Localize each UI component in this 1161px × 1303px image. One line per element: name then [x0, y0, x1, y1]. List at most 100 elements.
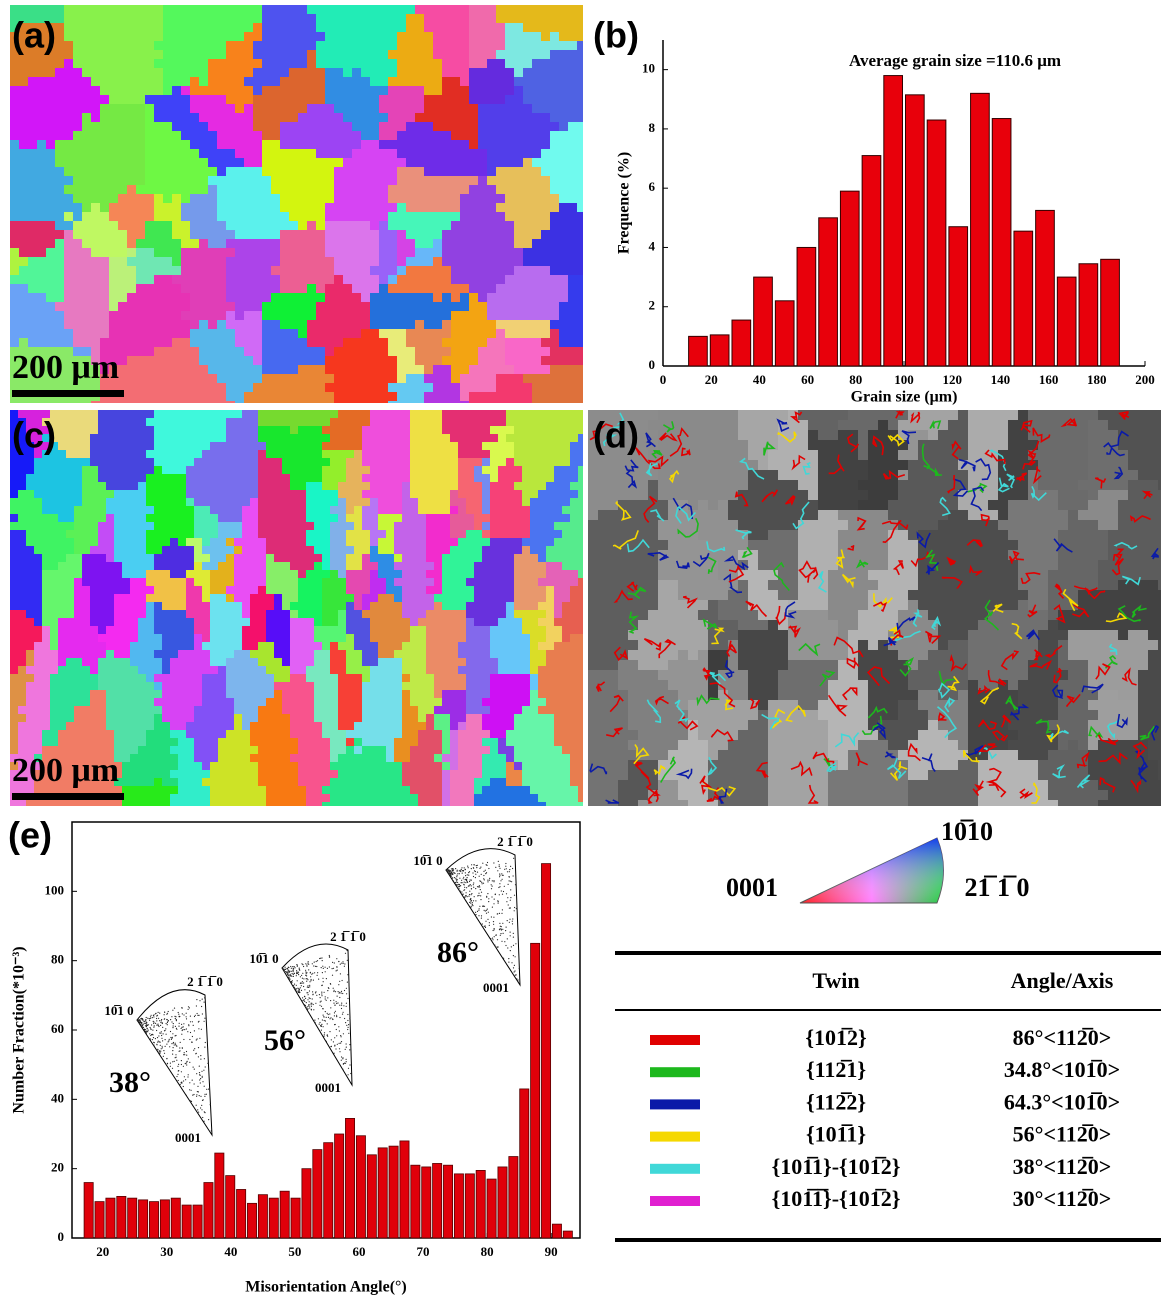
grain-cell: [388, 392, 397, 401]
grain-cell: [64, 194, 73, 203]
grain-cell: [338, 490, 346, 498]
grain-cell: [559, 194, 568, 203]
grain-cell: [577, 365, 583, 374]
grain-cell: [244, 86, 253, 95]
grain-cell: [244, 230, 253, 239]
grain-cell: [451, 176, 460, 185]
grain-cell: [554, 618, 562, 626]
grain-cell: [514, 113, 523, 122]
grain-cell: [282, 482, 290, 490]
grain-cell: [330, 626, 338, 634]
grain-cell: [98, 418, 106, 426]
grain-cell: [91, 41, 100, 50]
grain-cell: [330, 490, 338, 498]
grain-cell: [186, 482, 194, 490]
grain-cell: [163, 5, 172, 14]
grain-cell: [154, 602, 162, 610]
grain-cell: [314, 506, 322, 514]
grain-cell: [190, 86, 199, 95]
grain-cell: [202, 578, 210, 586]
grain-cell: [118, 266, 127, 275]
grain-cell: [127, 77, 136, 86]
grain-cell: [282, 546, 290, 554]
grain-cell: [496, 122, 505, 131]
grain-cell: [290, 410, 298, 418]
grain-cell: [469, 392, 478, 401]
grain-cell: [217, 248, 226, 257]
grain-cell: [280, 203, 289, 212]
grain-cell: [370, 498, 378, 506]
grain-cell: [282, 474, 290, 482]
grain-cell: [82, 122, 91, 131]
grain-cell: [386, 626, 394, 634]
grain-cell: [266, 442, 274, 450]
grain-cell: [109, 185, 118, 194]
grain-cell: [370, 257, 379, 266]
grain-cell: [90, 594, 98, 602]
grain-cell: [130, 434, 138, 442]
grain-cell: [282, 602, 290, 610]
grain-cell: [316, 311, 325, 320]
grain-cell: [66, 610, 74, 618]
grain-cell: [434, 610, 442, 618]
grain-cell: [46, 176, 55, 185]
grain-cell: [136, 176, 145, 185]
grain-cell: [541, 77, 550, 86]
grain-cell: [91, 293, 100, 302]
grain-cell: [316, 5, 325, 14]
grain-cell: [442, 538, 450, 546]
grain-cell: [559, 5, 568, 14]
grain-cell: [19, 59, 28, 68]
grain-cell: [424, 401, 433, 403]
grain-cell: [577, 185, 583, 194]
grain-cell: [346, 410, 354, 418]
grain-cell: [42, 626, 50, 634]
grain-cell: [226, 32, 235, 41]
grain-cell: [354, 634, 362, 642]
grain-cell: [138, 418, 146, 426]
grain-cell: [514, 302, 523, 311]
grain-cell: [66, 490, 74, 498]
grain-cell: [570, 594, 578, 602]
grain-cell: [330, 570, 338, 578]
grain-cell: [109, 302, 118, 311]
grain-cell: [460, 239, 469, 248]
grain-cell: [570, 522, 578, 530]
grain-cell: [186, 538, 194, 546]
grain-cell: [370, 356, 379, 365]
grain-cell: [26, 458, 34, 466]
grain-cell: [568, 293, 577, 302]
grain-cell: [460, 104, 469, 113]
grain-cell: [118, 95, 127, 104]
grain-cell: [46, 95, 55, 104]
grain-cell: [394, 546, 402, 554]
grain-cell: [478, 5, 487, 14]
grain-cell: [578, 554, 583, 562]
grain-cell: [388, 50, 397, 59]
grain-cell: [426, 570, 434, 578]
grain-cell: [154, 311, 163, 320]
grain-cell: [410, 634, 418, 642]
grain-cell: [250, 602, 258, 610]
grain-cell: [50, 578, 58, 586]
grain-cell: [532, 356, 541, 365]
grain-cell: [578, 410, 583, 418]
grain-cell: [217, 113, 226, 122]
grain-cell: [424, 5, 433, 14]
grain-cell: [506, 610, 514, 618]
grain-cell: [442, 302, 451, 311]
grain-cell: [546, 426, 554, 434]
grain-cell: [127, 248, 136, 257]
grain-cell: [138, 514, 146, 522]
grain-cell: [554, 498, 562, 506]
grain-cell: [181, 284, 190, 293]
grain-cell: [178, 562, 186, 570]
grain-cell: [114, 426, 122, 434]
grain-cell: [145, 95, 154, 104]
grain-cell: [130, 450, 138, 458]
grain-cell: [271, 248, 280, 257]
grain-cell: [397, 230, 406, 239]
grain-cell: [338, 506, 346, 514]
grain-cell: [136, 329, 145, 338]
grain-cell: [379, 266, 388, 275]
